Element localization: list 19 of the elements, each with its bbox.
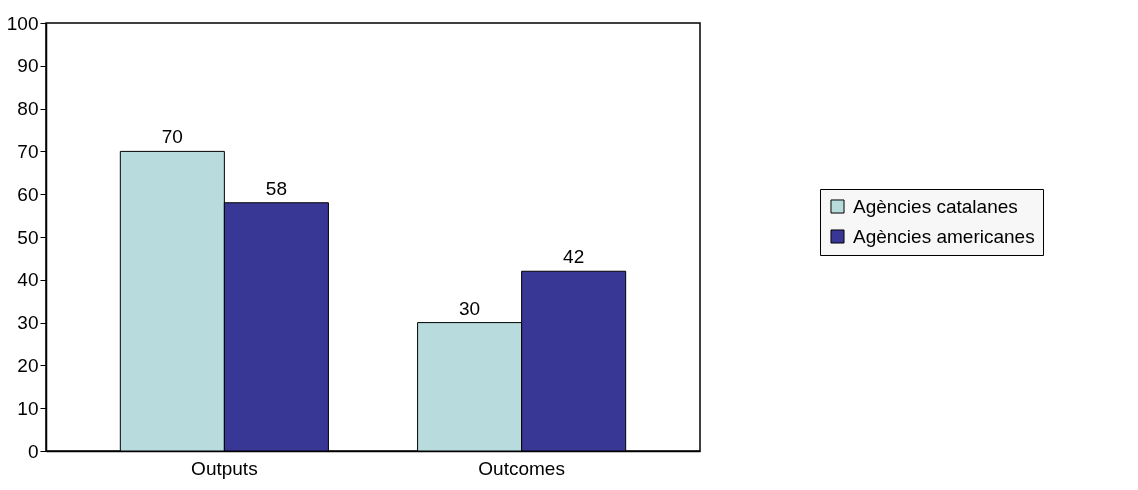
data-label: 30	[459, 297, 481, 319]
data-label: 70	[161, 126, 183, 148]
y-tick-label: 20	[17, 354, 39, 376]
legend-label: Agències americanes	[853, 225, 1035, 247]
y-tick-label: 30	[17, 312, 39, 334]
y-tick-label: 100	[6, 12, 39, 34]
y-tick-label: 80	[17, 98, 39, 120]
x-tick-label: Outcomes	[478, 457, 565, 479]
y-tick-label: 40	[17, 269, 39, 291]
y-tick-label: 50	[17, 226, 39, 248]
y-tick-label: 10	[17, 397, 39, 419]
y-tick-label: 60	[17, 183, 39, 205]
y-tick-label: 90	[17, 55, 39, 77]
data-label: 58	[265, 177, 287, 199]
data-label: 42	[563, 246, 585, 268]
y-tick-label: 70	[17, 140, 39, 162]
x-tick-label: Outputs	[191, 457, 258, 479]
y-tick-label: 0	[27, 440, 39, 462]
legend-label: Agències catalanes	[853, 195, 1018, 217]
